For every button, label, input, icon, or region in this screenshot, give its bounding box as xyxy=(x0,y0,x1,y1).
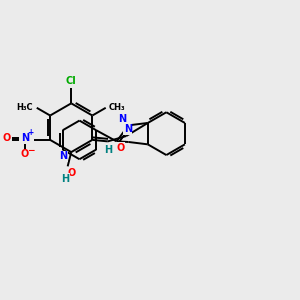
Text: +: + xyxy=(28,128,34,137)
Text: N: N xyxy=(118,114,126,124)
Text: N: N xyxy=(21,134,29,143)
Text: Cl: Cl xyxy=(66,76,76,86)
Text: N: N xyxy=(124,124,132,134)
Text: N: N xyxy=(59,151,68,161)
Text: H₃C: H₃C xyxy=(16,103,33,112)
Text: CH₃: CH₃ xyxy=(109,103,125,112)
Text: H: H xyxy=(104,145,112,155)
Text: O: O xyxy=(67,168,75,178)
Text: O: O xyxy=(3,134,11,143)
Text: H: H xyxy=(61,174,69,184)
Text: O: O xyxy=(21,149,29,159)
Text: −: − xyxy=(27,146,34,155)
Text: O: O xyxy=(116,143,124,153)
